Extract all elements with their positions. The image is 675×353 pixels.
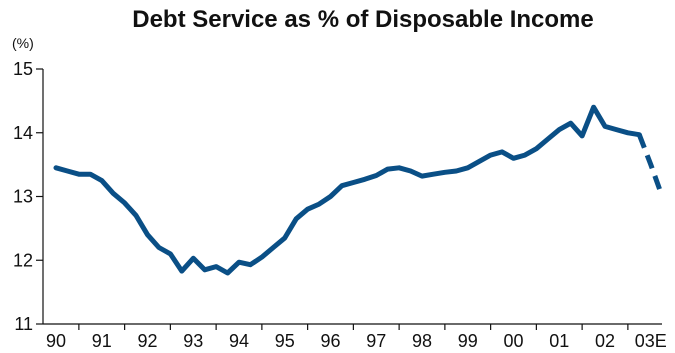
x-tick-label: 02 — [595, 331, 615, 351]
y-axis-unit-label: (%) — [12, 35, 34, 51]
y-tick-label: 15 — [13, 59, 33, 79]
x-tick-label: 94 — [229, 331, 249, 351]
series-layer — [53, 104, 665, 276]
x-tick-label: 96 — [320, 331, 340, 351]
x-tick-label: 90 — [46, 331, 66, 351]
estimate-dashed-line — [636, 133, 665, 198]
x-tick-label: 91 — [92, 331, 112, 351]
x-tick-label: 01 — [549, 331, 569, 351]
axes: 11 12 13 14 15 90 91 92 93 94 95 96 97 98 99 00 01 02 03E — [13, 59, 667, 351]
y-tick-label: 14 — [13, 123, 33, 143]
chart-title: Debt Service as % of Disposable Income — [132, 6, 594, 33]
x-tick-label: 98 — [412, 331, 432, 351]
y-tick-label: 13 — [13, 187, 33, 207]
x-tick-label: 00 — [503, 331, 523, 351]
y-tick-label: 12 — [13, 250, 33, 270]
x-tick-label: 92 — [137, 331, 157, 351]
x-tick-label: 93 — [183, 331, 203, 351]
x-tick-label: 95 — [275, 331, 295, 351]
debt-service-line — [53, 104, 642, 276]
x-tick-label: 99 — [458, 331, 478, 351]
y-tick-label: 11 — [14, 314, 33, 334]
x-tick-label: 03E — [635, 331, 667, 351]
x-tick-label: 97 — [366, 331, 386, 351]
